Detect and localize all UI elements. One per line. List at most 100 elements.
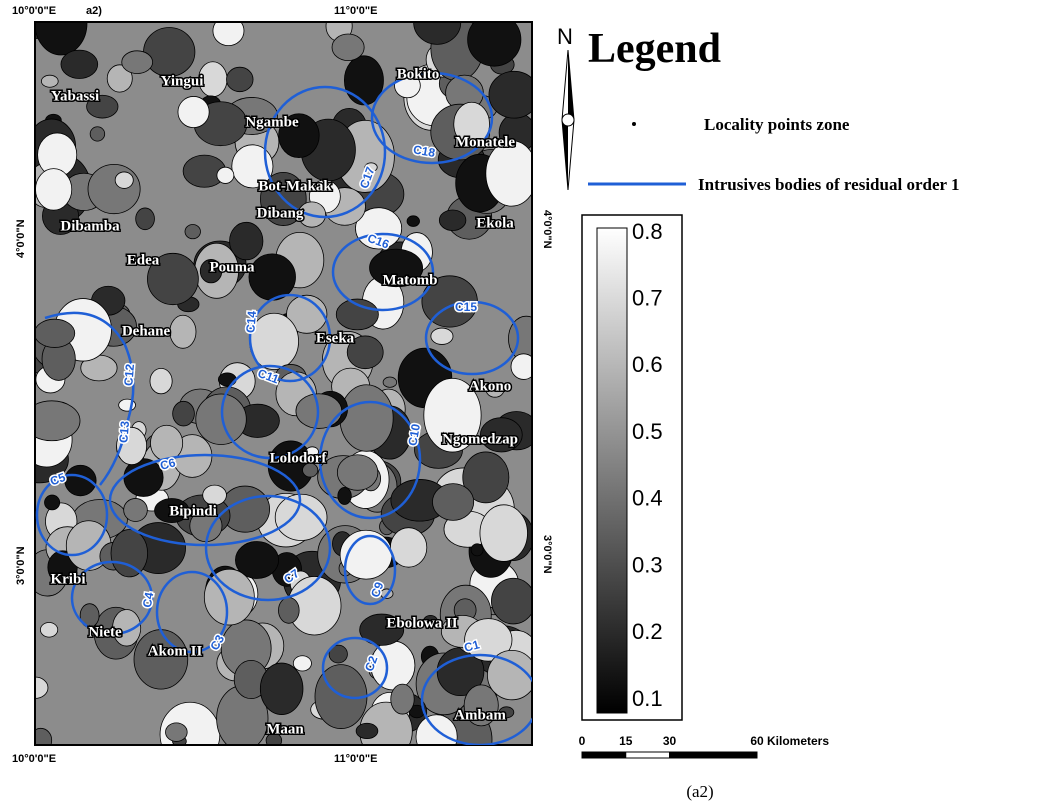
coord-label: 3°0'0"N — [15, 546, 27, 585]
locality-label: Ebolowa II — [386, 615, 457, 631]
locality-label: Bipindi — [169, 503, 217, 519]
locality-label: Yabassi — [51, 88, 99, 104]
raster-blob — [165, 723, 187, 742]
scale-tick-label: 60 — [750, 734, 764, 748]
colorbar-tick-label: 0.6 — [632, 352, 663, 377]
legend-item: Locality points zone — [704, 115, 850, 134]
locality-label: Maan — [266, 721, 304, 737]
raster-blob — [439, 210, 466, 231]
colorbar-tick-label: 0.7 — [632, 286, 663, 311]
raster-blob — [61, 50, 98, 78]
locality-label: Pouma — [210, 259, 256, 275]
scale-segment — [626, 752, 670, 758]
locality-label: Dehane — [122, 323, 171, 339]
raster-blob — [124, 498, 148, 521]
raster-blob — [340, 385, 393, 452]
raster-blob — [40, 622, 57, 637]
raster-blob — [293, 656, 311, 671]
raster-blob — [34, 319, 74, 347]
raster-blob — [41, 75, 58, 87]
scale-tick-label: 15 — [619, 734, 633, 748]
raster-blob — [337, 455, 378, 491]
coord-label: 10°0'0"E — [12, 753, 56, 765]
raster-blob — [431, 328, 453, 344]
raster-blob — [90, 127, 105, 141]
colorbar-tick-label: 0.8 — [632, 219, 663, 244]
raster-blob — [480, 505, 528, 562]
raster-blob — [170, 315, 196, 348]
raster-blob — [356, 723, 378, 738]
locality-label: Bot-Makak — [258, 178, 332, 194]
raster-blob — [185, 224, 201, 238]
colorbar-tick-label: 0.4 — [632, 486, 663, 511]
raster-blob — [136, 208, 155, 230]
north-label: N — [557, 24, 573, 49]
locality-label: Dibang — [257, 205, 304, 221]
locality-label: Matomb — [383, 272, 438, 288]
locality-label: Niete — [88, 624, 122, 640]
locality-label: Eseka — [316, 330, 355, 346]
coord-label: 4°0'0"N — [541, 210, 553, 249]
raster-blob — [36, 169, 72, 211]
raster-blob — [218, 373, 236, 386]
raster-blob — [88, 164, 140, 213]
caption: (a2) — [686, 782, 713, 801]
raster-blob — [196, 394, 247, 444]
colorbar — [597, 228, 627, 713]
raster-blob — [416, 715, 457, 758]
map-figure: YabassiYinguiBokitoNgambeMonateleBot-Mak… — [0, 0, 1047, 810]
coord-label: 11°0'0"E — [334, 753, 377, 765]
locality-label: Kribi — [50, 571, 85, 587]
raster-blob — [230, 222, 263, 260]
scale-segment — [670, 752, 758, 758]
raster-blob — [471, 544, 483, 556]
raster-blob — [391, 684, 414, 714]
raster-blob — [23, 401, 80, 441]
locality-label: Akom II — [148, 643, 203, 659]
panel-label: a2) — [86, 5, 102, 17]
raster-blob — [203, 485, 227, 505]
raster-blob — [217, 167, 234, 183]
raster-blob — [260, 663, 303, 714]
raster-blob — [178, 96, 209, 127]
locality-label: Ngambe — [245, 114, 299, 130]
north-circle — [562, 114, 574, 126]
scale-tick-label: 30 — [663, 734, 677, 748]
raster-blob — [249, 254, 296, 300]
raster-blob — [390, 528, 426, 568]
raster-blob — [122, 51, 153, 74]
locality-label: Monatele — [455, 134, 515, 150]
legend-point — [632, 122, 636, 126]
scale-segment — [582, 752, 626, 758]
raster-blob — [338, 487, 352, 504]
raster-blob — [332, 34, 364, 61]
locality-label: Ekola — [476, 215, 514, 231]
body-label: C12 — [121, 363, 137, 386]
raster-blob — [111, 530, 148, 577]
locality-label: Ambam — [454, 707, 506, 723]
colorbar-tick-label: 0.1 — [632, 686, 663, 711]
colorbar-tick-label: 0.2 — [632, 619, 663, 644]
raster-blob — [213, 16, 244, 46]
locality-label: Edea — [127, 252, 160, 268]
locality-label: Lolodorf — [270, 450, 328, 466]
colorbar-tick-label: 0.5 — [632, 419, 663, 444]
raster-blob — [468, 13, 521, 66]
locality-label: Bokito — [397, 66, 440, 82]
scale-unit: Kilometers — [767, 734, 829, 748]
legend-item: Intrusives bodies of residual order 1 — [698, 175, 959, 194]
coord-label: 11°0'0"E — [334, 5, 377, 17]
body-label: C15 — [455, 300, 477, 314]
coord-label: 3°0'0"N — [541, 535, 553, 574]
coord-label: 4°0'0"N — [15, 219, 27, 258]
legend-title: Legend — [588, 26, 721, 72]
raster-blob — [115, 172, 133, 188]
body-label: C4 — [140, 591, 157, 609]
scale-tick-label: 0 — [579, 734, 586, 748]
locality-label: Ngomedzap — [442, 431, 518, 447]
raster-blob — [383, 377, 397, 387]
raster-blob — [30, 728, 52, 752]
raster-blob — [432, 484, 473, 521]
raster-blob — [45, 495, 60, 510]
colorbar-tick-label: 0.3 — [632, 552, 663, 577]
